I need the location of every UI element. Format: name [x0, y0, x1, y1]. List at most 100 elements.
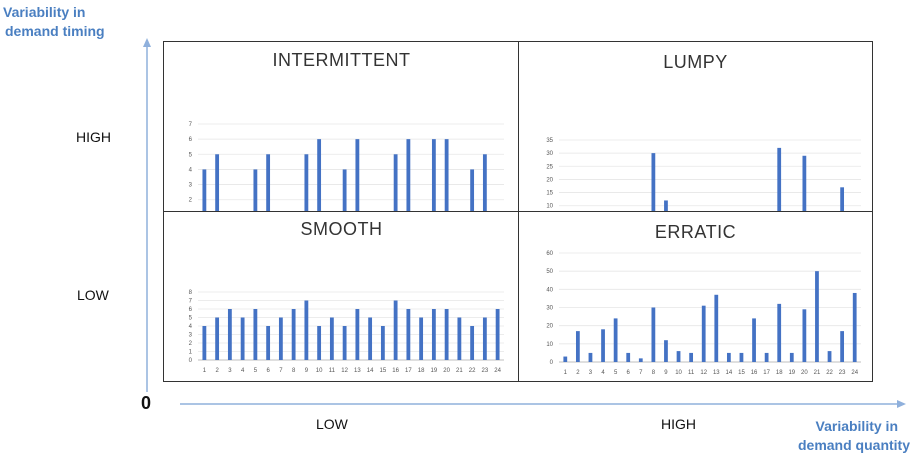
y-tick-label: 5 [189, 152, 193, 158]
bar [380, 326, 385, 360]
bar [393, 154, 398, 212]
x-tick-label: 9 [664, 370, 668, 376]
x-tick-label: 12 [341, 368, 348, 374]
x-tick-label: 10 [675, 370, 682, 376]
bar [777, 303, 782, 362]
bar [393, 300, 398, 360]
x-axis-arrowhead [897, 400, 906, 408]
x-tick-label: 22 [469, 368, 476, 374]
y-tick-label: 3 [189, 183, 193, 189]
bar [815, 271, 819, 362]
panel-title-intermittent: INTERMITTENT [272, 50, 411, 70]
y-tick-label: 5 [189, 316, 193, 322]
bar [563, 356, 568, 362]
bar [406, 309, 411, 360]
y-tick-label: 2 [189, 198, 193, 204]
x-tick-label: 3 [228, 368, 232, 374]
bar [470, 169, 475, 212]
panel-title-smooth: SMOOTH [300, 219, 383, 239]
bar [227, 309, 232, 360]
bar [777, 147, 782, 212]
x-tick-label: 14 [367, 368, 374, 374]
bar [304, 300, 309, 360]
y-tick-label: 7 [189, 299, 193, 305]
x-tick-label: 1 [203, 368, 207, 374]
bar [651, 307, 656, 362]
x-tick-label: 13 [713, 370, 720, 376]
bar [482, 154, 487, 212]
x-tick-label: 1 [564, 370, 568, 376]
bar [444, 139, 449, 212]
bar [278, 317, 283, 360]
panel-erratic: ERRATIC 0 10 20 30 40 50 60 1 2 3 4 5 6 7 8 9 10 11 12 13 14… [518, 211, 873, 382]
x-tick-label: 20 [443, 368, 450, 374]
bar [664, 340, 668, 362]
x-axis-title-line2: demand quantity [797, 437, 910, 453]
x-tick-label: 23 [839, 370, 846, 376]
bar [406, 139, 411, 212]
y-tick-label: 10 [546, 342, 553, 348]
panel-title-erratic: ERRATIC [654, 222, 737, 242]
x-tick-label: 19 [431, 368, 438, 374]
bar [253, 309, 258, 360]
x-tick-label: 15 [738, 370, 745, 376]
x-level-high: HIGH [661, 416, 696, 432]
x-tick-label: 24 [494, 368, 501, 374]
x-tick-label: 15 [380, 368, 387, 374]
x-tick-label: 4 [241, 368, 245, 374]
bar [266, 326, 271, 360]
y-tick-label: 30 [546, 151, 553, 157]
bar [470, 326, 475, 360]
bar [651, 153, 656, 212]
x-tick-label: 22 [826, 370, 833, 376]
x-tick-label: 5 [254, 368, 258, 374]
bar [802, 309, 807, 362]
bar [726, 352, 731, 362]
y-tick-label: 20 [546, 324, 553, 330]
bar [482, 317, 487, 360]
bar [840, 187, 845, 212]
y-tick-label: 40 [546, 287, 553, 293]
y-tick-label: 35 [546, 138, 553, 144]
x-tick-label: 23 [482, 368, 489, 374]
y-tick-label: 25 [546, 164, 553, 170]
bar [253, 169, 258, 212]
x-tick-label: 14 [726, 370, 733, 376]
bar [840, 331, 845, 362]
x-tick-label: 16 [751, 370, 758, 376]
y-tick-label: 6 [189, 307, 193, 313]
x-tick-label: 6 [266, 368, 270, 374]
bar [664, 200, 668, 212]
y-tick-label: 4 [189, 167, 193, 173]
bar [342, 326, 347, 360]
bar [638, 358, 643, 362]
y-tick-label: 60 [546, 251, 553, 257]
x-tick-label: 2 [215, 368, 219, 374]
x-tick-label: 20 [801, 370, 808, 376]
x-tick-label: 12 [700, 370, 707, 376]
y-tick-label: 7 [189, 122, 193, 128]
bar [317, 326, 322, 360]
bar [202, 326, 207, 360]
x-axis-title-line1: Variability in [815, 418, 898, 434]
panel-intermittent: INTERMITTENT 012345671234567891011121314… [163, 41, 520, 213]
bar [266, 154, 271, 212]
bar [342, 169, 347, 212]
x-tick-label: 8 [292, 368, 296, 374]
y-axis-title-line1: Variability in [3, 4, 86, 20]
x-tick-label: 18 [418, 368, 425, 374]
chart-lumpy: 0510152025303512345678910111213141516171… [546, 138, 861, 212]
x-tick-label: 21 [456, 368, 463, 374]
x-axis-title: Variability in demand quantity [760, 417, 910, 455]
y-tick-label: 6 [189, 137, 193, 143]
bar [575, 331, 580, 362]
bar [827, 351, 832, 362]
bar [739, 352, 744, 362]
bar [317, 139, 322, 212]
y-tick-label: 10 [546, 204, 553, 210]
y-axis-title: Variability in demand timing [3, 3, 105, 41]
x-tick-label: 13 [354, 368, 361, 374]
bar [215, 154, 220, 212]
bar [789, 352, 794, 362]
